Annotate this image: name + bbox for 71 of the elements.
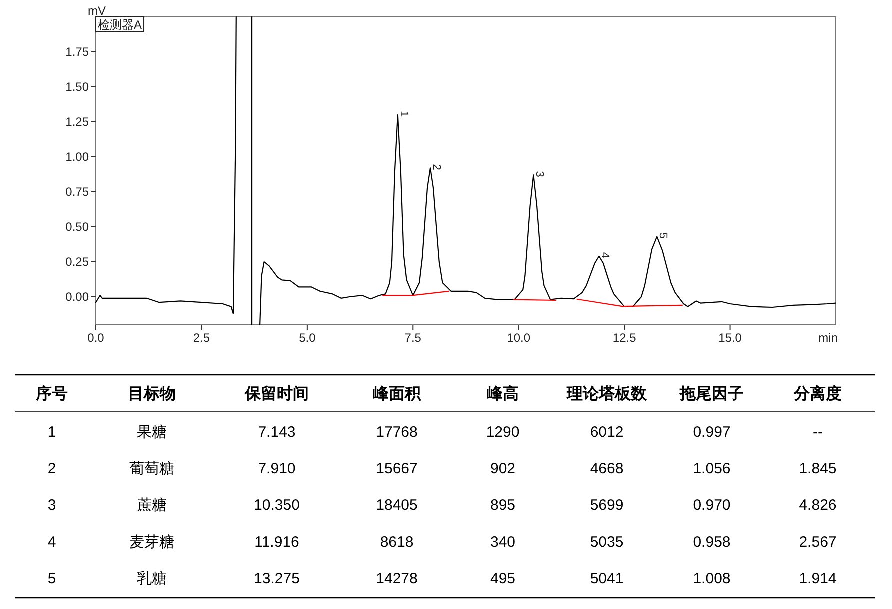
text: 7.910 [258, 460, 296, 478]
text: 8618 [380, 534, 414, 551]
x-tick-label: 0.0 [88, 331, 105, 345]
text: 6012 [590, 424, 624, 441]
y-tick-label: 1.25 [66, 115, 90, 129]
x-tick-label: 10.0 [507, 331, 531, 345]
text: 340 [490, 534, 516, 551]
text: 保留时间 [244, 385, 309, 403]
text: 果糖 [137, 424, 167, 441]
text: 0.970 [693, 497, 731, 514]
text: 5035 [590, 534, 624, 551]
text: 4.826 [799, 497, 837, 514]
text: 目标物 [128, 385, 176, 403]
x-tick-label: 2.5 [193, 331, 210, 345]
text: 3 [48, 497, 56, 514]
y-tick-label: 1.50 [66, 80, 90, 94]
text: 5699 [590, 497, 624, 514]
text: 0.997 [693, 424, 731, 441]
y-tick-label: 1.75 [66, 45, 90, 59]
text: 14278 [376, 570, 418, 588]
x-tick-label: 5.0 [299, 331, 316, 345]
text: 1 [48, 424, 56, 441]
text: 13.275 [254, 570, 300, 588]
text: 4668 [590, 460, 624, 478]
text: 4 [48, 534, 56, 551]
text: 15667 [376, 460, 418, 478]
text: 495 [490, 570, 516, 588]
text: 895 [490, 497, 516, 514]
annotation: 5 [657, 232, 670, 239]
text: 葡萄糖 [130, 460, 174, 478]
text: 902 [490, 460, 516, 478]
text: 1.056 [693, 460, 731, 478]
text: 2.567 [799, 534, 837, 551]
y-tick-label: 0.75 [66, 185, 90, 199]
text: 10.350 [254, 497, 300, 514]
text: 17768 [376, 424, 418, 441]
text: 1.914 [799, 570, 837, 588]
text: 5041 [590, 570, 624, 588]
text: 1.008 [693, 570, 731, 588]
text: 0.958 [693, 534, 731, 551]
annotation: 1 [398, 111, 410, 118]
text: 11.916 [254, 534, 300, 551]
text: 7.143 [258, 424, 296, 441]
annotation: 2 [430, 164, 442, 170]
annotation: 3 [534, 171, 546, 178]
text: 峰高 [487, 384, 519, 403]
text: 峰面积 [373, 385, 422, 403]
annotation: 4 [599, 252, 612, 259]
text: 拖尾因子 [679, 385, 744, 403]
text: 5 [48, 570, 56, 588]
y-tick-label: 1.00 [66, 150, 90, 164]
text: 乳糖 [137, 570, 167, 588]
text: 蔗糖 [137, 497, 167, 514]
text: 1.845 [799, 460, 837, 478]
annotation: 检测器A [98, 18, 142, 32]
x-tick-label: 15.0 [718, 331, 742, 345]
text: 18405 [376, 497, 418, 514]
text: 理论塔板数 [566, 385, 648, 403]
y-axis-title: mV [88, 4, 106, 18]
text: -- [813, 424, 823, 441]
x-tick-label: 12.5 [612, 331, 637, 345]
text: 2 [48, 460, 56, 478]
x-tick-label: 7.5 [404, 331, 422, 345]
text: 1290 [486, 424, 520, 441]
y-tick-label: 0.50 [66, 220, 90, 234]
x-axis-title: min [818, 331, 838, 345]
text: 麦芽糖 [130, 534, 174, 551]
y-tick-label: 0.25 [66, 255, 90, 269]
y-tick-label: 0.00 [66, 290, 90, 304]
text: 分离度 [793, 384, 842, 403]
text: 序号 [35, 384, 68, 403]
